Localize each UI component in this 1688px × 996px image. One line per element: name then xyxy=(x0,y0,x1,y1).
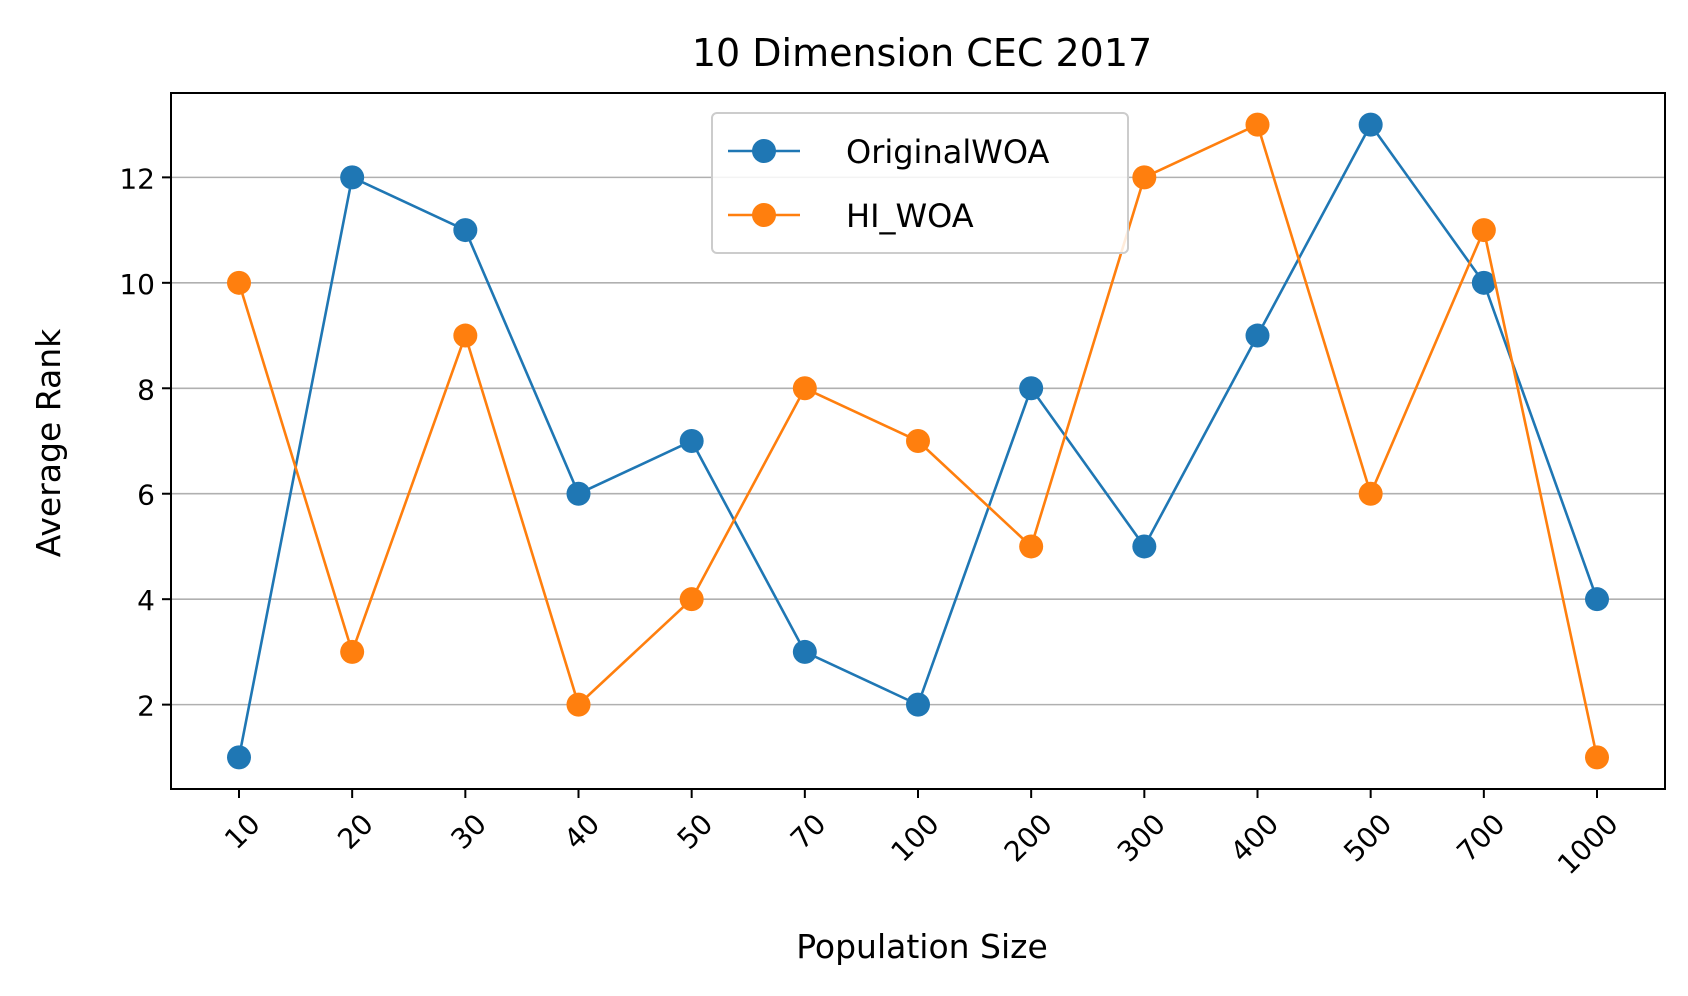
data-point xyxy=(1245,112,1270,137)
data-point xyxy=(1471,218,1496,243)
data-point xyxy=(1471,270,1496,295)
series-OriginalWOA xyxy=(227,112,1609,770)
x-tick-label: 400 xyxy=(1224,807,1285,868)
data-point xyxy=(566,481,591,506)
data-point xyxy=(1358,481,1383,506)
data-point xyxy=(227,270,251,295)
x-tick-label: 700 xyxy=(1450,807,1511,868)
data-point xyxy=(792,376,817,401)
x-tick-label: 70 xyxy=(784,807,833,856)
x-axis-label: Population Size xyxy=(796,927,1048,966)
x-tick-label: 100 xyxy=(885,807,946,868)
data-point xyxy=(792,639,817,664)
y-tick-label: 10 xyxy=(119,268,155,301)
legend-marker xyxy=(752,203,776,227)
legend-label: OriginalWOA xyxy=(846,133,1049,171)
chart-title: 10 Dimension CEC 2017 xyxy=(692,31,1152,75)
data-point xyxy=(906,692,930,717)
data-point xyxy=(1245,323,1270,348)
y-tick-label: 6 xyxy=(137,479,155,512)
data-point xyxy=(1585,745,1609,770)
x-tick-label: 40 xyxy=(558,807,607,856)
x-tick-label: 50 xyxy=(671,807,720,856)
x-tick-label: 20 xyxy=(331,807,380,856)
legend-label: HI_WOA xyxy=(846,197,974,235)
series-group xyxy=(227,112,1609,770)
data-point xyxy=(340,165,365,190)
x-tick-label: 30 xyxy=(444,807,493,856)
data-point xyxy=(1132,534,1157,559)
x-tick-label: 1000 xyxy=(1551,807,1625,881)
y-tick-label: 4 xyxy=(137,584,155,617)
y-tick-label: 2 xyxy=(137,690,155,723)
data-point xyxy=(906,429,930,453)
data-point xyxy=(227,745,251,770)
x-axis: 10 20 30 40 50 70 100 200 300 400 500 700 1000 xyxy=(218,789,1625,881)
data-point xyxy=(679,587,704,612)
data-point xyxy=(453,218,478,243)
legend-marker xyxy=(752,139,776,163)
legend-item: OriginalWOA xyxy=(728,133,1049,171)
series-HI_WOA xyxy=(227,112,1609,770)
y-axis: 2 4 6 8 10 12 xyxy=(119,162,171,723)
x-tick-label: 300 xyxy=(1111,807,1172,868)
y-axis-label: Average Rank xyxy=(29,328,68,557)
data-point xyxy=(1132,165,1157,190)
y-tick-label: 12 xyxy=(119,162,155,195)
x-tick-label: 500 xyxy=(1337,807,1398,868)
legend-box xyxy=(711,112,1129,254)
x-tick-label: 200 xyxy=(998,807,1059,868)
y-tick-label: 8 xyxy=(137,373,155,406)
data-point xyxy=(1358,112,1383,137)
data-point xyxy=(1019,376,1044,401)
data-point xyxy=(1019,534,1044,559)
data-point xyxy=(679,429,704,453)
data-point xyxy=(340,639,365,664)
legend: OriginalWOA HI_WOA xyxy=(711,112,1129,254)
data-point xyxy=(453,323,478,348)
data-point xyxy=(1585,587,1609,612)
legend-item: HI_WOA xyxy=(728,197,974,235)
data-point xyxy=(566,692,591,717)
x-tick-label: 10 xyxy=(218,807,267,856)
